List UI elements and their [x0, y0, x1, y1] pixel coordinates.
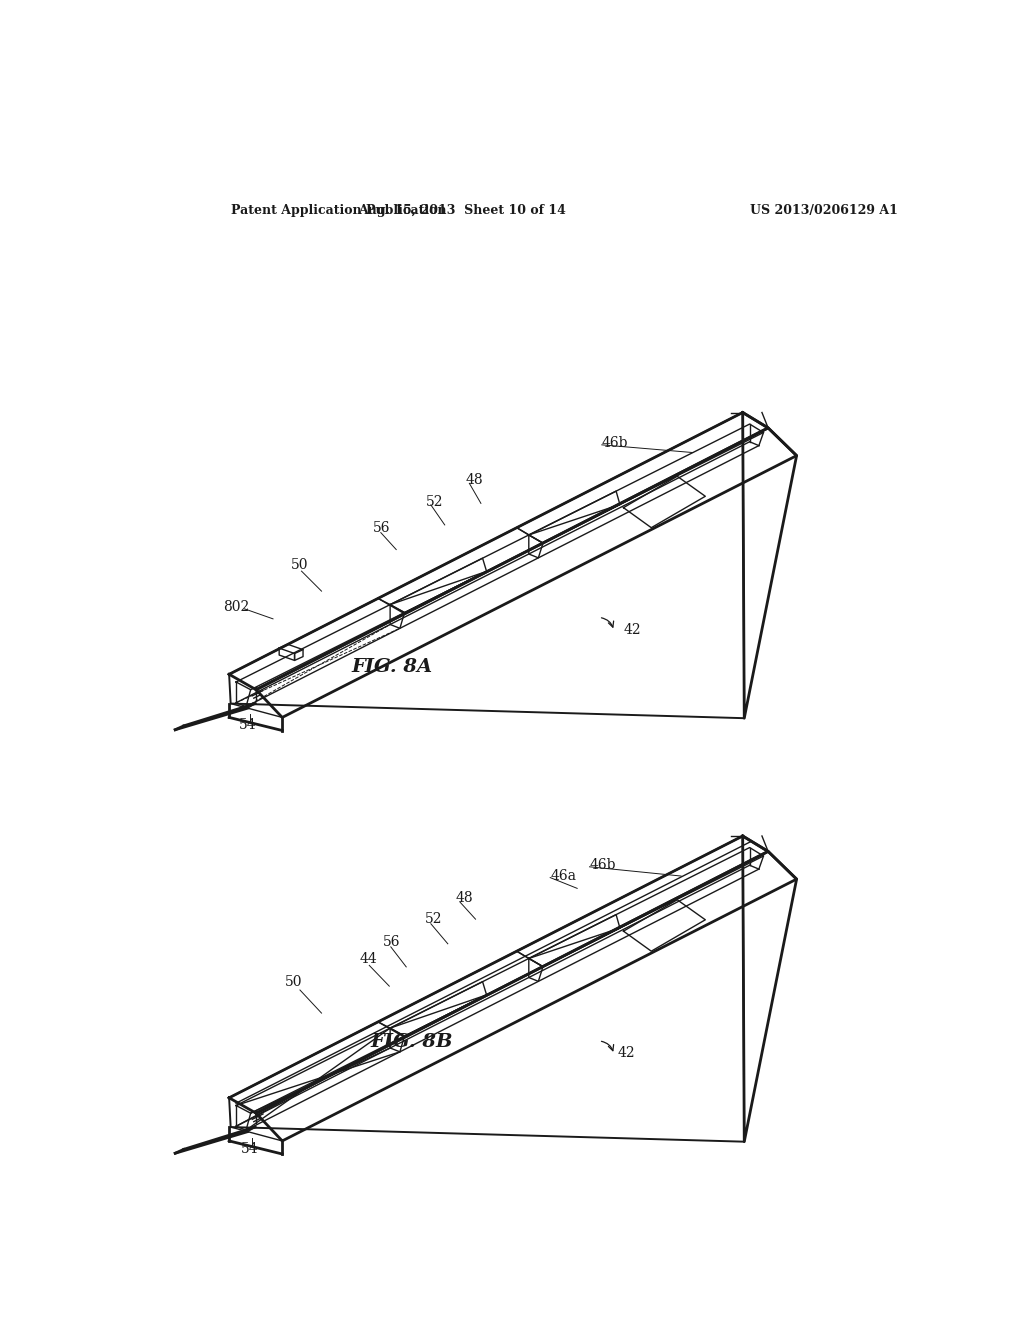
Text: 44: 44 — [360, 952, 378, 966]
Text: 42: 42 — [624, 623, 641, 636]
Text: 46b: 46b — [602, 437, 629, 450]
Text: 50: 50 — [291, 558, 308, 572]
Text: FIG. 8B: FIG. 8B — [371, 1034, 453, 1051]
Text: 52: 52 — [425, 495, 443, 508]
Text: Aug. 15, 2013  Sheet 10 of 14: Aug. 15, 2013 Sheet 10 of 14 — [357, 205, 565, 218]
Text: 52: 52 — [425, 912, 442, 927]
Text: 46a: 46a — [550, 869, 577, 883]
Text: 54: 54 — [241, 1142, 259, 1155]
Text: 46b: 46b — [590, 858, 616, 873]
Text: Patent Application Publication: Patent Application Publication — [230, 205, 446, 218]
Text: 48: 48 — [456, 891, 473, 904]
Text: US 2013/0206129 A1: US 2013/0206129 A1 — [750, 205, 897, 218]
Text: 56: 56 — [383, 936, 400, 949]
Text: 54: 54 — [239, 718, 256, 733]
Text: FIG. 8A: FIG. 8A — [352, 657, 433, 676]
Text: 42: 42 — [617, 1047, 635, 1060]
Text: 56: 56 — [373, 521, 390, 535]
Text: 50: 50 — [285, 975, 302, 989]
Text: 802: 802 — [223, 599, 249, 614]
Text: 48: 48 — [466, 474, 483, 487]
